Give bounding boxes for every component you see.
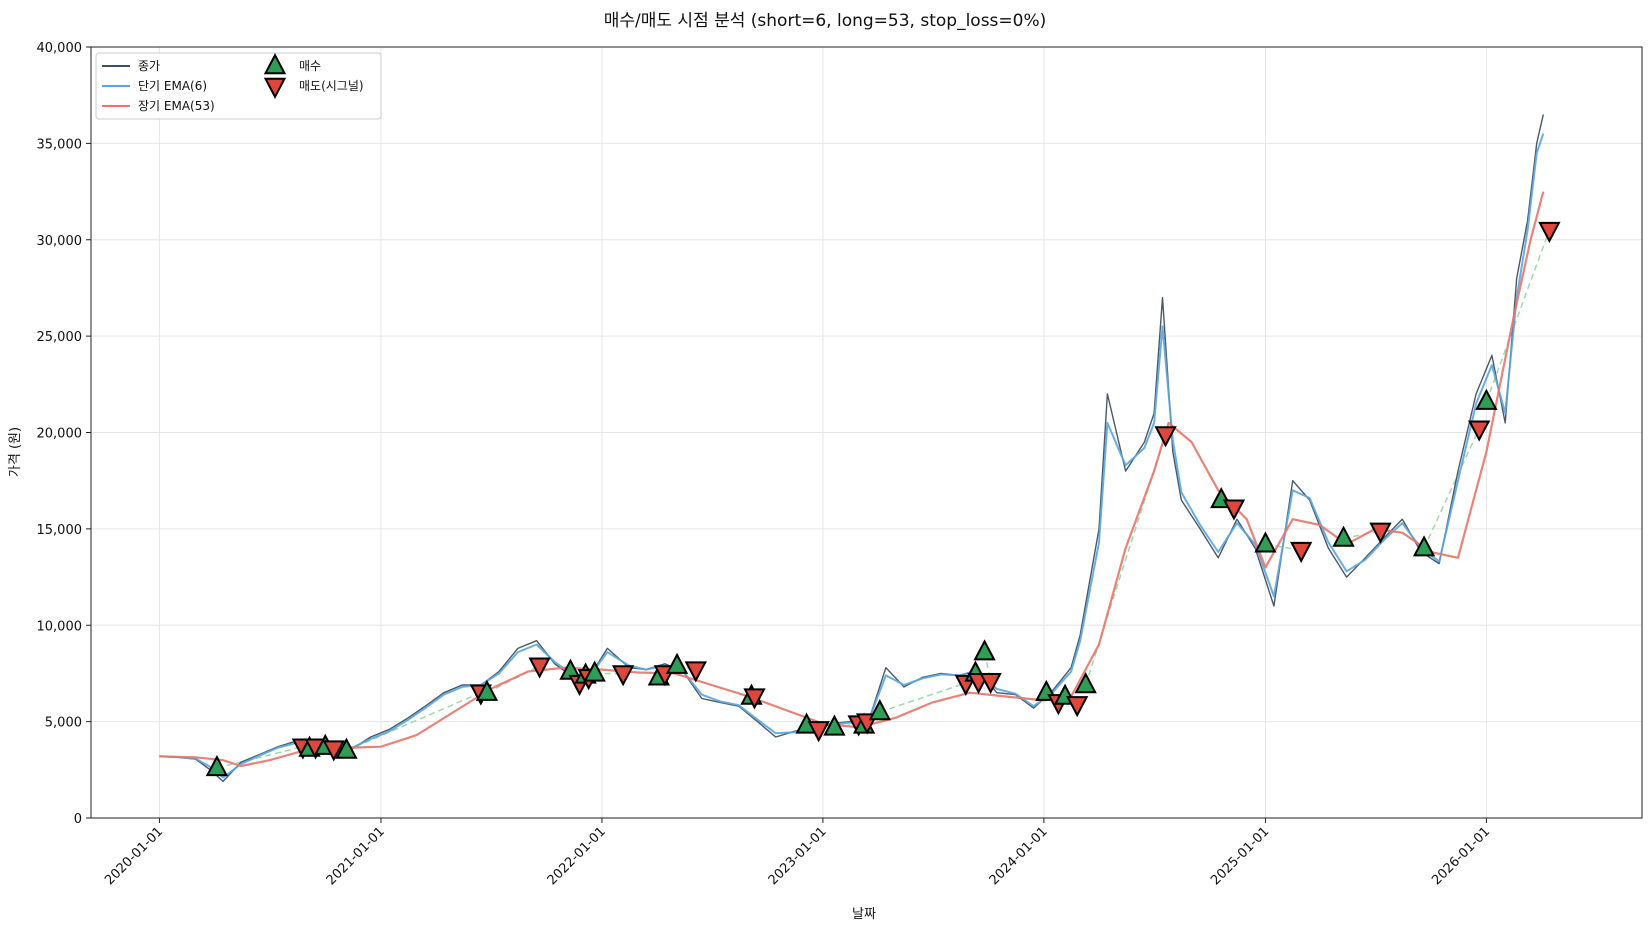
legend-label-buy: 매수 bbox=[299, 59, 321, 73]
short-ema-line bbox=[159, 133, 1545, 779]
sell-marker bbox=[743, 688, 766, 710]
buy-marker bbox=[205, 754, 229, 777]
x-tick-label: 2026-01-01 bbox=[1429, 824, 1493, 888]
buy-marker bbox=[823, 714, 846, 736]
sell-marker bbox=[684, 661, 707, 683]
chart-title: 매수/매도 시점 분석 (short=6, long=53, stop_loss… bbox=[604, 11, 1047, 31]
y-tick-label: 35,000 bbox=[37, 137, 83, 152]
buy-marker bbox=[475, 679, 499, 701]
close-price-line bbox=[159, 114, 1544, 783]
y-tick-label: 5,000 bbox=[45, 716, 82, 731]
y-axis-label: 가격 (원) bbox=[8, 427, 23, 477]
x-axis-label: 날짜 bbox=[852, 907, 876, 922]
plot-area bbox=[90, 46, 1643, 819]
y-tick-label: 20,000 bbox=[37, 427, 83, 442]
buy-marker bbox=[665, 652, 689, 674]
sell-marker bbox=[1538, 221, 1561, 244]
series-lines bbox=[159, 114, 1545, 783]
y-tick-label: 0 bbox=[74, 812, 82, 827]
buy-marker bbox=[1332, 525, 1355, 547]
buy-marker bbox=[335, 737, 358, 759]
y-tick-label: 30,000 bbox=[37, 234, 83, 249]
legend-marker-sell bbox=[263, 77, 287, 99]
trade-link bbox=[216, 745, 304, 769]
legend-label-ema_long: 장기 EMA(53) bbox=[138, 99, 215, 113]
y-tick-label: 15,000 bbox=[37, 523, 83, 538]
y-tick-label: 40,000 bbox=[37, 41, 83, 56]
sell-marker bbox=[1066, 696, 1089, 718]
buy-marker bbox=[868, 699, 891, 721]
trade-link bbox=[879, 682, 967, 713]
legend-label-ema_short: 단기 EMA(6) bbox=[138, 79, 207, 93]
sell-marker bbox=[322, 740, 345, 762]
y-axis-ticks: 0 5,000 10,000 15,000 20,000 25,000 30,000 35,0… bbox=[37, 41, 91, 827]
trade-link bbox=[1423, 428, 1480, 549]
buy-marker bbox=[1254, 531, 1277, 553]
sell-marker bbox=[1222, 499, 1246, 521]
x-tick-label: 2023-01-01 bbox=[766, 824, 830, 888]
buy-marker bbox=[973, 639, 996, 661]
trade-markers bbox=[205, 221, 1561, 777]
legend-marker-buy bbox=[263, 53, 287, 75]
sell-marker bbox=[1154, 426, 1177, 448]
legend-label-close: 종가 bbox=[138, 59, 160, 73]
y-tick-label: 25,000 bbox=[37, 330, 83, 345]
x-tick-label: 2022-01-01 bbox=[545, 824, 609, 888]
x-tick-label: 2025-01-01 bbox=[1208, 824, 1272, 888]
buy-marker bbox=[1475, 388, 1498, 410]
trade-link bbox=[1485, 229, 1551, 402]
sell-marker bbox=[1467, 420, 1491, 442]
sell-marker bbox=[1290, 541, 1313, 564]
x-axis-ticks: 2020-01-01 2021-01-01 2022-01-01 2023-01-01… bbox=[102, 818, 1493, 888]
y-tick-label: 10,000 bbox=[37, 619, 83, 634]
sell-marker bbox=[979, 672, 1002, 695]
buy-marker bbox=[1074, 672, 1097, 694]
sell-marker bbox=[611, 665, 635, 687]
x-tick-label: 2024-01-01 bbox=[987, 824, 1051, 888]
sell-marker bbox=[528, 657, 551, 679]
sell-marker bbox=[1369, 522, 1392, 544]
x-tick-label: 2020-01-01 bbox=[102, 824, 166, 888]
x-tick-label: 2021-01-01 bbox=[324, 824, 388, 888]
legend-label-sell: 매도(시그널) bbox=[299, 79, 364, 93]
trade-link bbox=[1343, 530, 1381, 540]
buy-marker bbox=[583, 660, 606, 682]
legend-box bbox=[95, 52, 382, 120]
buy-marker bbox=[1412, 535, 1436, 557]
long-ema-line bbox=[159, 191, 1545, 768]
sell-marker bbox=[807, 721, 830, 743]
